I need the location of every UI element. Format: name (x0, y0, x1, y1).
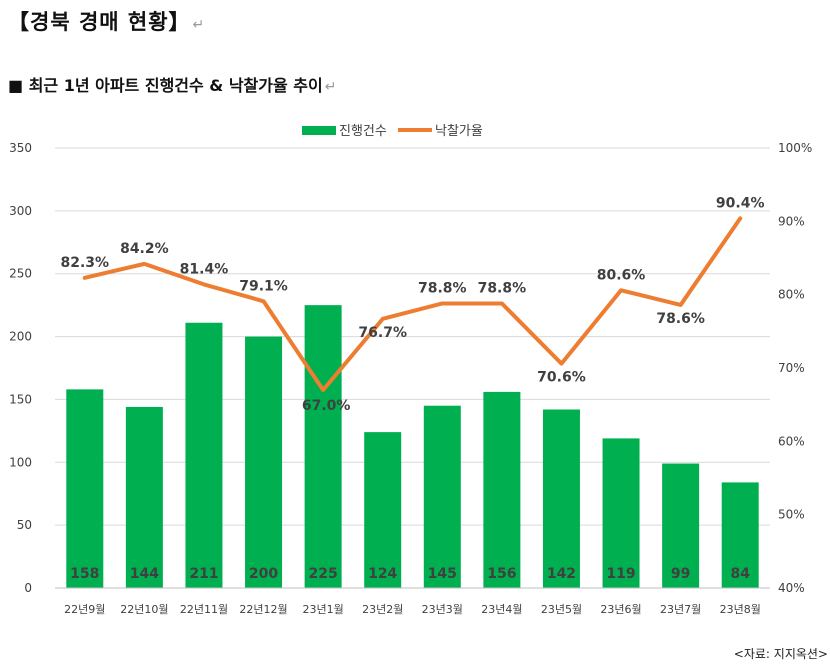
legend-swatch-bar (302, 126, 336, 135)
x-tick-label: 23년4월 (481, 603, 522, 616)
bar-value-label: 142 (547, 566, 576, 582)
bar (602, 438, 640, 588)
bar (721, 482, 759, 588)
axes: 0 50 100 150 200 250 300 350 40% 50% 60% 70% 80% 90% 1… (9, 141, 812, 616)
y-left-tick-label: 300 (9, 204, 32, 218)
x-tick-label: 23년7월 (660, 603, 701, 616)
x-tick-label: 23년3월 (422, 603, 463, 616)
line-value-label: 70.6% (537, 370, 586, 386)
x-tick-label: 22년9월 (64, 603, 105, 616)
y-right-tick-label: 100% (778, 141, 812, 155)
bar (542, 409, 580, 588)
line-value-label: 67.0% (302, 398, 351, 414)
line-series (82, 216, 743, 392)
y-right-tick-label: 90% (778, 214, 805, 228)
y-right-tick-label: 40% (778, 581, 805, 595)
bar-value-label: 200 (249, 566, 278, 582)
bar (185, 322, 223, 588)
line-path (82, 216, 743, 392)
bar-value-label: 156 (487, 566, 516, 582)
legend: 진행건수 낙찰가율 (302, 123, 483, 139)
line-value-label: 79.1% (239, 278, 288, 294)
line-value-label: 80.6% (597, 267, 646, 283)
line-value-label: 90.4% (716, 195, 765, 211)
x-tick-label: 23년6월 (600, 603, 641, 616)
page-heading: 【경북 경매 현황】 ↵ (8, 10, 206, 34)
line-value-label: 78.6% (656, 311, 705, 327)
bar-value-label: 99 (671, 566, 690, 582)
x-tick-label: 22년10월 (120, 603, 168, 616)
gridlines (55, 147, 770, 526)
bar-series (66, 305, 759, 588)
y-left-tick-label: 200 (9, 330, 32, 344)
bar-value-label: 145 (428, 566, 457, 582)
paragraph-mark: ↵ (192, 17, 206, 33)
bar-value-label: 158 (70, 566, 99, 582)
bar-value-label: 84 (730, 566, 750, 582)
y-right-tick-label: 50% (778, 508, 805, 522)
y-right-tick-label: 70% (778, 361, 805, 375)
bar-value-label: 225 (309, 566, 338, 582)
legend-label-line: 낙찰가율 (435, 124, 483, 139)
line-value-label: 78.8% (478, 280, 527, 296)
y-right-tick-label: 80% (778, 288, 805, 302)
y-left-tick-label: 100 (9, 455, 32, 469)
bar (662, 463, 700, 588)
legend-label-bar: 진행건수 (339, 123, 387, 139)
source-note: <자료: 지지옥션> (733, 647, 828, 661)
x-tick-label: 23년1월 (303, 603, 344, 616)
x-tick-label: 23년2월 (362, 603, 403, 616)
bar-value-label: 211 (189, 566, 218, 582)
y-left-tick-label: 250 (9, 267, 32, 281)
bar (423, 405, 461, 588)
x-tick-label: 22년12월 (239, 603, 287, 616)
line-value-label: 76.7% (358, 325, 407, 341)
bar (245, 336, 283, 588)
x-tick-label: 22년11월 (180, 603, 228, 616)
bar (364, 432, 402, 588)
bar (304, 305, 342, 588)
chart-heading: ■ 최근 1년 아파트 진행건수 & 낙찰가율 추이 ↵ (8, 76, 337, 95)
bar (483, 391, 521, 588)
line-value-label: 78.8% (418, 280, 467, 296)
paragraph-mark: ↵ (324, 79, 337, 95)
bar-value-label: 119 (606, 566, 635, 582)
bar-value-label: 124 (368, 566, 397, 582)
bar (125, 406, 163, 588)
x-tick-label: 23년8월 (720, 603, 761, 616)
bar-value-label: 144 (130, 566, 159, 582)
y-left-tick-label: 50 (17, 518, 32, 532)
y-left-tick-label: 350 (9, 141, 32, 155)
bar (66, 389, 104, 588)
y-left-tick-label: 150 (9, 392, 32, 406)
line-value-label: 84.2% (120, 241, 169, 257)
y-right-tick-label: 60% (778, 434, 805, 448)
data-labels: 158 144 211 200 225 124 145 156 142 119 99 84 82.3% 8… (61, 195, 765, 582)
line-value-label: 81.4% (180, 261, 229, 277)
y-left-tick-label: 0 (24, 581, 32, 595)
line-value-label: 82.3% (61, 255, 110, 271)
x-tick-label: 23년5월 (541, 603, 582, 616)
